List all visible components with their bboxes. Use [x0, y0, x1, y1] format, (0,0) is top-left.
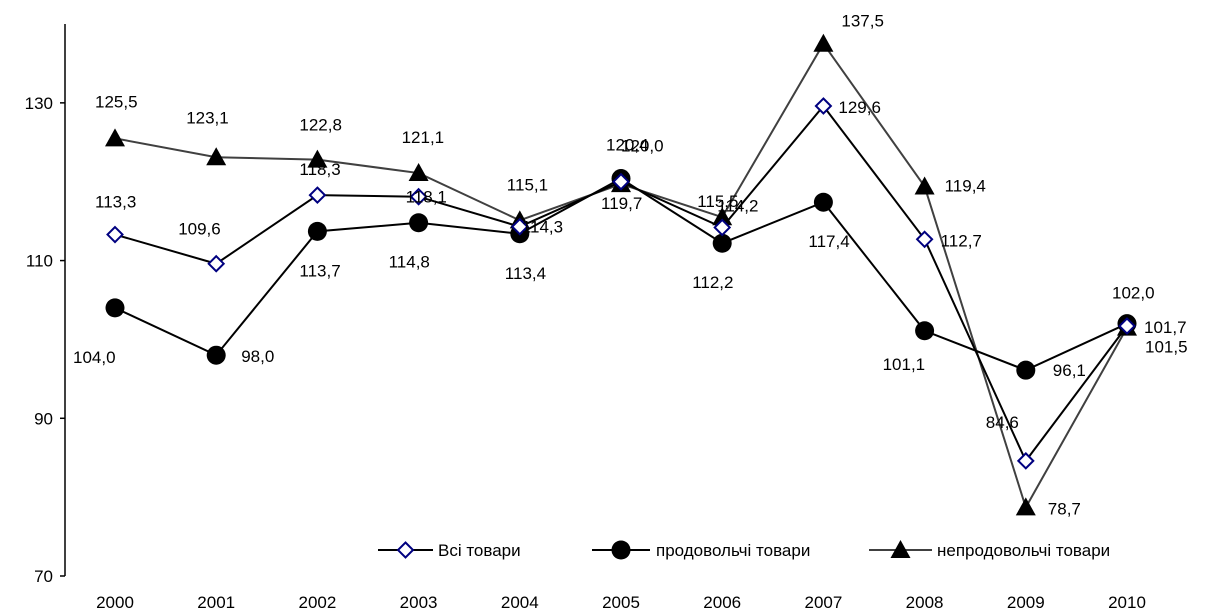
data-point-diamond [1016, 451, 1035, 470]
x-tick-label: 2007 [804, 593, 842, 612]
data-label: 123,1 [186, 108, 229, 127]
data-point-diamond [409, 187, 428, 206]
data-label: 113,7 [299, 261, 340, 280]
data-label: 96,1 [1053, 361, 1086, 380]
data-label: 112,2 [692, 273, 733, 292]
data-point-diamond [814, 97, 833, 115]
x-tick-label: 2003 [400, 593, 438, 612]
data-label: 78,7 [1048, 499, 1081, 518]
data-point-diamond [510, 217, 529, 236]
data-point-triangle [105, 128, 125, 147]
data-label: 113,4 [505, 264, 546, 283]
data-labels: 113,3 109,6 118,3 118,1 114,3 120,0 114,2 129,6… [73, 12, 1188, 519]
x-tick-label: 2006 [703, 593, 741, 612]
series-lines [114, 41, 1128, 510]
legend-label: продовольчі товари [656, 541, 810, 560]
data-point-circle [611, 540, 631, 560]
data-label: 98,0 [241, 347, 274, 366]
data-point-circle [307, 221, 327, 241]
series-line-2 [114, 41, 1128, 510]
x-tick-label: 2010 [1108, 593, 1146, 612]
legend-item: продовольчі товари [592, 540, 810, 560]
data-label: 122,8 [299, 116, 342, 135]
data-point-diamond [915, 230, 934, 249]
data-label: 137,5 [841, 12, 884, 31]
data-label: 104,0 [73, 348, 116, 367]
legend-item: непродовольчі товари [869, 540, 1110, 560]
data-label: 114,2 [717, 196, 758, 215]
data-label: 102,0 [1112, 284, 1155, 303]
data-point-circle [1016, 360, 1036, 380]
x-tick-label: 2002 [298, 593, 336, 612]
legend: Всі товари продовольчі товари непродовольч… [378, 540, 1110, 560]
data-label: 118,1 [406, 188, 447, 207]
data-point-circle [712, 233, 732, 253]
series-markers [105, 33, 1137, 516]
data-label: 125,5 [95, 92, 138, 111]
x-tick-label: 2009 [1007, 593, 1045, 612]
data-label: 109,6 [178, 220, 221, 239]
data-label: 114,8 [389, 253, 430, 272]
y-tick-label: 70 [34, 567, 53, 586]
data-point-triangle [890, 540, 911, 558]
data-point-triangle [712, 207, 733, 226]
data-label: 101,1 [883, 355, 926, 374]
x-tick-label: 2005 [602, 593, 640, 612]
data-label: 115,5 [697, 192, 738, 211]
data-point-triangle [1015, 497, 1036, 516]
x-tick-label: 2004 [501, 593, 539, 612]
data-point-diamond [612, 172, 630, 191]
data-label: 120,4 [606, 136, 649, 155]
legend-label: Всі товари [438, 541, 521, 560]
data-label: 119,4 [945, 176, 986, 195]
y-tick-label: 130 [25, 94, 53, 113]
data-point-circle [409, 213, 429, 233]
data-label: 101,5 [1145, 338, 1188, 357]
data-point-diamond [713, 218, 732, 237]
data-point-circle [813, 192, 833, 212]
data-label: 112,7 [941, 231, 982, 250]
data-point-diamond [308, 186, 327, 205]
data-label: 84,6 [986, 413, 1019, 432]
data-point-diamond [1118, 317, 1136, 335]
x-tick-label: 2001 [197, 593, 235, 612]
legend-item: Всі товари [378, 541, 521, 560]
data-label: 119,7 [601, 194, 642, 213]
data-label: 117,4 [808, 232, 849, 251]
axes: 70 90 110 130 2000 2001 2002 2003 2004 2005 2006 20… [25, 24, 1146, 612]
y-tick-label: 90 [34, 409, 53, 428]
data-label: 118,3 [299, 160, 340, 179]
data-label: 113,3 [95, 193, 136, 212]
data-label: 115,1 [507, 175, 548, 194]
data-point-circle [206, 345, 226, 365]
data-point-circle [915, 321, 935, 341]
data-label: 121,1 [402, 128, 445, 147]
data-label: 120,0 [621, 137, 664, 156]
data-point-triangle [914, 176, 935, 195]
x-tick-label: 2008 [906, 593, 944, 612]
data-label: 101,7 [1144, 318, 1187, 337]
data-point-diamond [106, 225, 124, 244]
data-point-diamond [396, 541, 415, 559]
data-point-circle [105, 298, 125, 318]
data-label: 114,3 [522, 218, 563, 237]
data-point-triangle [307, 149, 328, 168]
data-point-triangle [813, 33, 834, 52]
legend-label: непродовольчі товари [937, 541, 1110, 560]
data-point-diamond [207, 254, 226, 273]
y-tick-label: 110 [26, 252, 53, 271]
x-tick-label: 2000 [96, 593, 134, 612]
data-point-triangle [408, 163, 429, 182]
data-label: 129,6 [838, 98, 881, 117]
data-point-triangle [206, 147, 227, 166]
